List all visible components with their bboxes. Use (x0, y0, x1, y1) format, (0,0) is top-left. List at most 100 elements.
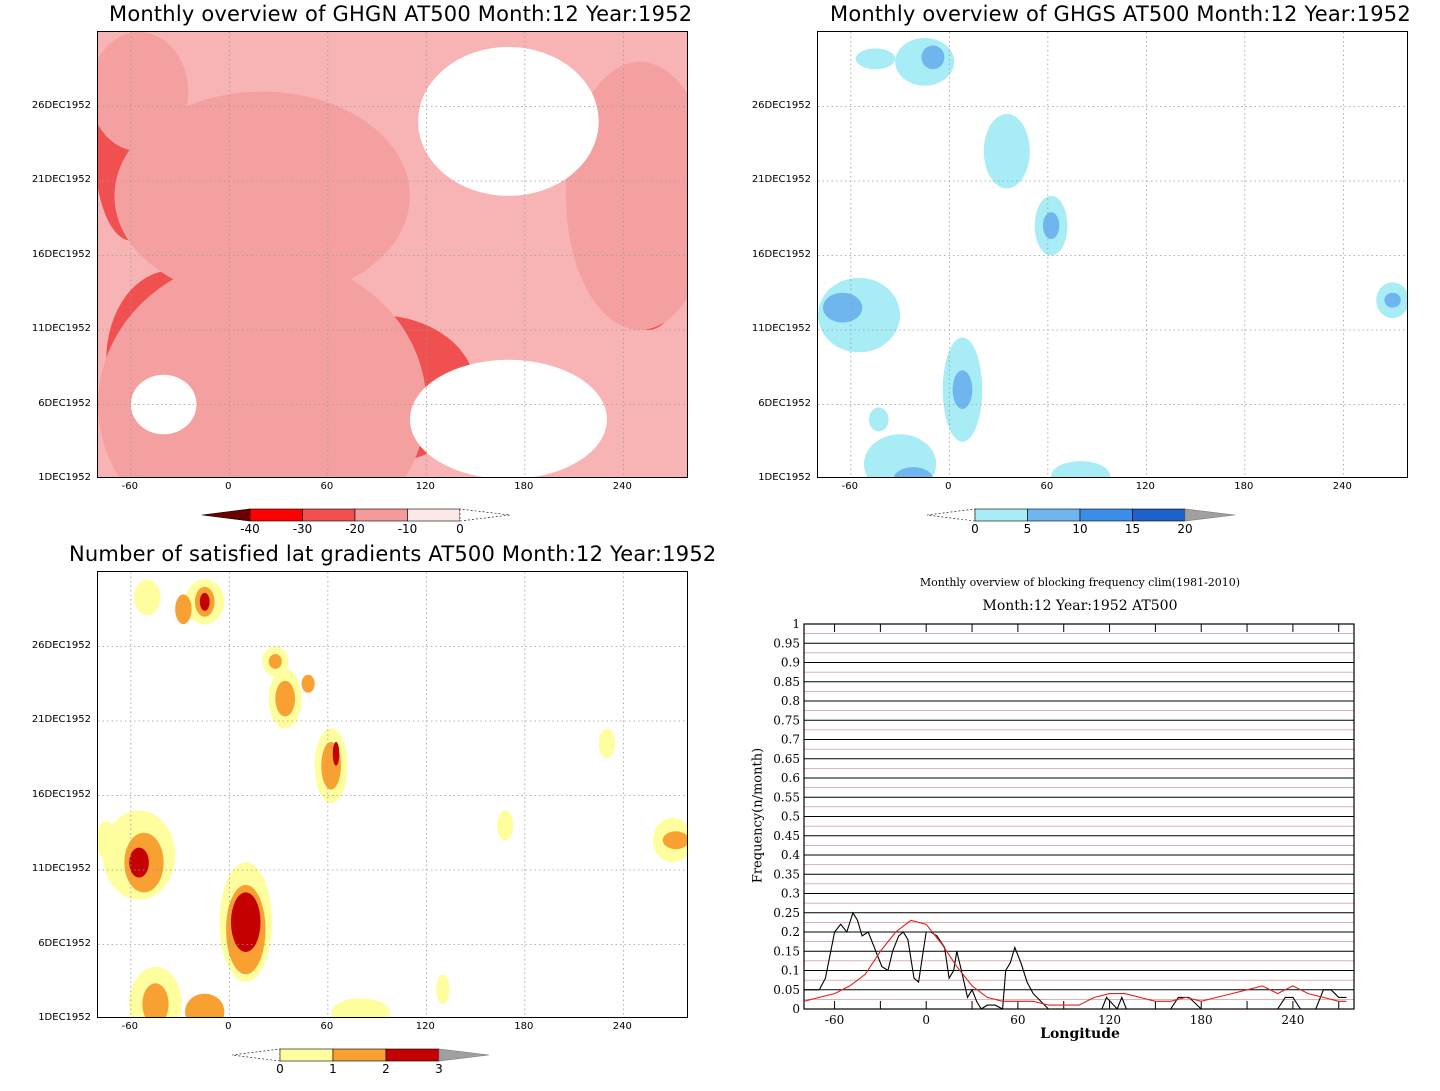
colorbar-label: 0 (276, 1062, 284, 1076)
y-tick-label: 21DEC1952 (31, 714, 91, 725)
y-tick-label: 0.45 (773, 829, 800, 843)
heatmap-blob-7 (822, 292, 863, 323)
y-tick-label: 0.25 (773, 906, 800, 920)
x-tick-label: 240 (1332, 481, 1352, 492)
y-tick-label: 0.6 (781, 771, 800, 785)
y-tick-label: 0.3 (781, 887, 800, 901)
y-tick-label: 16DEC1952 (31, 248, 91, 260)
y-tick-label: 0.1 (781, 964, 800, 978)
heatmap-field (818, 32, 1407, 477)
heatmap-blob-28 (98, 820, 117, 860)
y-tick-label: 16DEC1952 (31, 788, 91, 800)
x-tick-label: 240 (1281, 1013, 1304, 1027)
heatmap-field (98, 572, 687, 1017)
y-tick-label: 0.2 (781, 925, 800, 939)
y-tick-label: 0.15 (773, 944, 800, 958)
colorbar-label: -10 (397, 522, 418, 536)
colorbar-label: 5 (1023, 522, 1032, 536)
x-tick-label: 120 (415, 481, 435, 492)
ghgn-title: Monthly overview of GHGN AT500 Month:12 … (109, 2, 693, 26)
y-tick-label: 6DEC1952 (38, 397, 91, 409)
colorbar-label: 3 (435, 1062, 443, 1076)
y-tick-label: 0.4 (781, 848, 800, 862)
y-tick-label: 0.8 (781, 694, 800, 708)
heatmap-blob-9 (301, 674, 315, 693)
blocking-title: Monthly overview of blocking frequency c… (919, 576, 1241, 589)
heatmap-blob-8 (275, 680, 295, 717)
x-tick-label: 240 (612, 481, 632, 492)
colorbar-label: -20 (345, 522, 365, 536)
y-tick-label: 0.95 (773, 636, 800, 650)
y-tick-label: 6DEC1952 (38, 937, 91, 949)
heatmap-field (98, 32, 687, 477)
colorbar-label: -40 (240, 522, 260, 536)
heatmap-blob-11 (893, 467, 933, 477)
y-tick-label: 21DEC1952 (751, 174, 811, 185)
ghgs-colorbar (926, 508, 1236, 522)
colorbar-label: 20 (1177, 522, 1193, 536)
y-tick-label: 1DEC1952 (38, 472, 91, 483)
colorbar-right-end (438, 1048, 490, 1062)
y-tick-label: 26DEC1952 (751, 99, 811, 111)
x-tick-label: 120 (415, 1021, 435, 1032)
colorbar-right-end (1184, 508, 1236, 522)
heatmap-blob-2 (855, 48, 896, 70)
gradients-plot-area (97, 571, 688, 1018)
y-tick-label: 11DEC1952 (751, 323, 811, 334)
colorbar-label: -30 (292, 522, 313, 536)
heatmap-blob-13 (1051, 461, 1111, 477)
x-tick-label: 0 (945, 481, 952, 492)
x-tick-label: -60 (121, 481, 138, 492)
y-tick-label: 6DEC1952 (758, 397, 811, 409)
heatmap-blob-25 (598, 728, 616, 759)
x-tick-label: 180 (1190, 1013, 1213, 1027)
x-tick-label: 60 (1040, 481, 1054, 492)
x-tick-label: 240 (612, 1021, 632, 1032)
y-tick-label: 0 (792, 1002, 800, 1016)
y-tick-label: 26DEC1952 (31, 639, 91, 651)
y-tick-label: 11DEC1952 (31, 323, 91, 334)
heatmap-blob-6 (268, 653, 282, 669)
colorbar-label: 0 (971, 522, 979, 536)
x-tick-label: 60 (320, 1021, 334, 1032)
y-tick-label: 26DEC1952 (31, 99, 91, 111)
x-tick-label: 120 (1135, 481, 1155, 492)
colorbar-label: 0 (456, 522, 464, 536)
heatmap-blob-24 (496, 810, 514, 841)
heatmap-blob-12 (332, 741, 340, 766)
y-tick-label: 0.9 (781, 656, 800, 670)
series-line-0 (804, 911, 1347, 1011)
x-tick-label: 180 (1234, 481, 1254, 492)
x-tick-label: 0 (922, 1013, 930, 1027)
colorbar-label: 10 (1072, 522, 1088, 536)
y-tick-label: 1DEC1952 (38, 1012, 91, 1023)
heatmap-blob-22 (331, 998, 391, 1017)
ghgn-panel: Monthly overview of GHGN AT500 Month:12 … (0, 0, 720, 545)
y-tick-label: 0.75 (773, 713, 800, 727)
y-tick-label: 0.35 (773, 867, 800, 881)
y-tick-label: 16DEC1952 (751, 248, 811, 260)
blocking-xlabel: Longitude (1040, 1026, 1120, 1042)
y-tick-label: 11DEC1952 (31, 863, 91, 874)
x-tick-label: -60 (121, 1021, 138, 1032)
y-tick-label: 0.5 (781, 810, 800, 824)
y-tick-label: 0.7 (781, 733, 800, 747)
x-tick-label: 60 (1010, 1013, 1025, 1027)
y-tick-label: 0.65 (773, 752, 800, 766)
blocking-line-chart: 0 0.05 0.1 0.15 0.2 0.25 0.3 0.35 0.4 0.45 0.5 0.55… (773, 617, 1355, 1027)
heatmap-blob-23 (436, 974, 450, 1005)
series-line-1 (803, 919, 1347, 1006)
heatmap-blob-12 (98, 32, 189, 152)
x-tick-label: 120 (1098, 1013, 1121, 1027)
ghgn-colorbar (201, 508, 511, 522)
heatmap-blob-3 (175, 594, 192, 625)
y-tick-label: 0.55 (773, 790, 800, 804)
gradients-panel: Number of satisfied lat gradients AT500 … (31, 542, 716, 1076)
heatmap-blob-15 (130, 374, 197, 435)
y-tick-label: 1DEC1952 (758, 472, 811, 483)
heatmap-blob-2 (199, 592, 210, 611)
heatmap-blob-15 (1384, 292, 1401, 308)
y-tick-label: 0.05 (773, 983, 800, 997)
colorbar-label: 2 (382, 1062, 390, 1076)
